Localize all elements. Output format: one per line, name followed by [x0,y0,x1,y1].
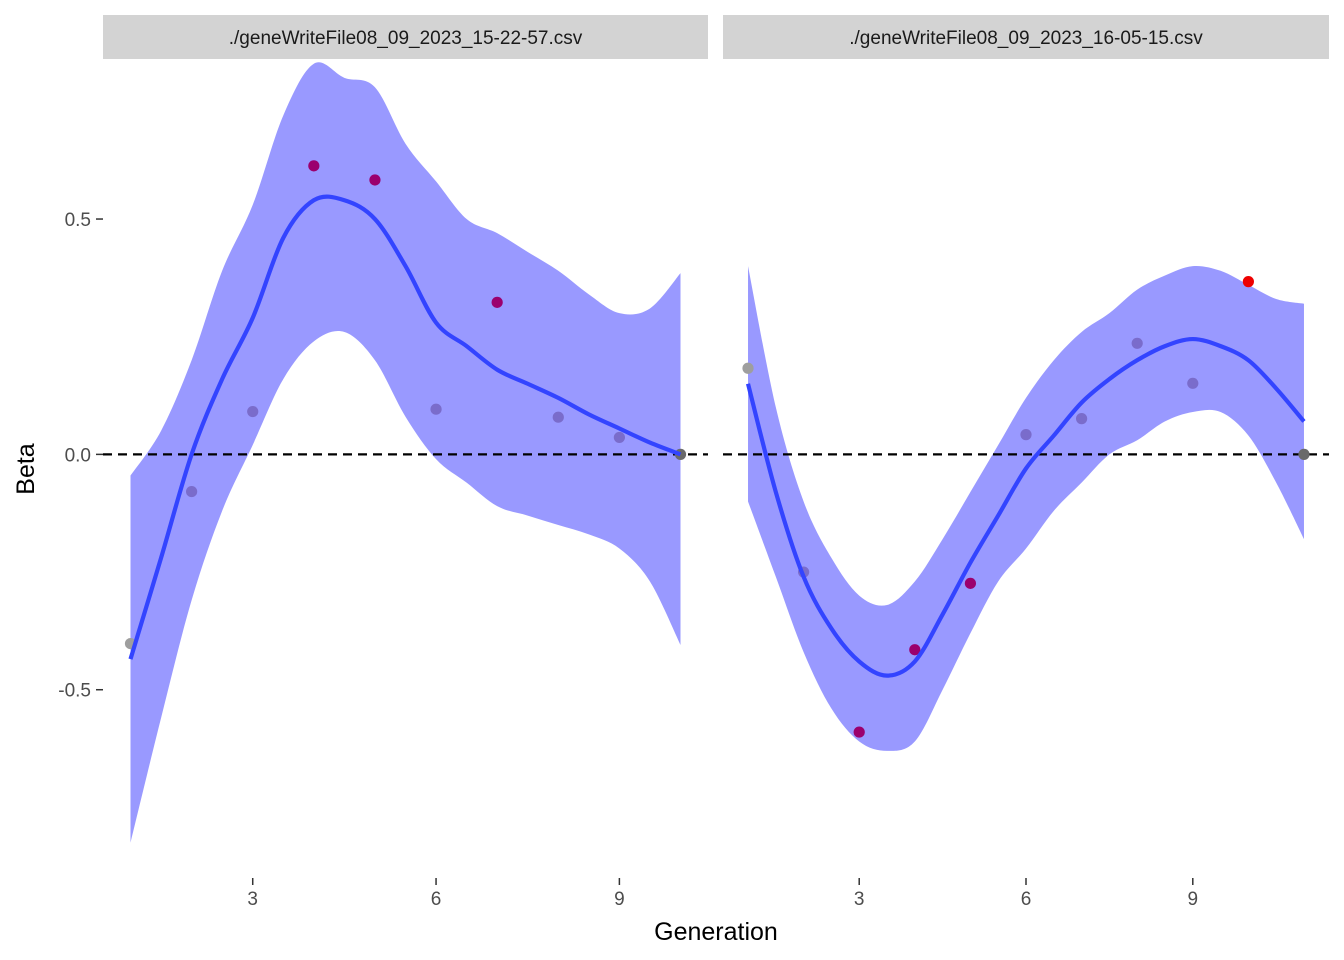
facet-panel: ./geneWriteFile08_09_2023_15-22-57.csv 3 6… [103,15,708,910]
facets: ./geneWriteFile08_09_2023_15-22-57.csv 3 6… [103,15,1329,910]
y-tick-label: -0.5 [58,681,91,702]
data-point [909,644,921,656]
x-tick-label: 9 [1187,889,1198,910]
data-point [1298,448,1310,460]
facet-panel: ./geneWriteFile08_09_2023_16-05-15.csv 3 6… [723,15,1329,910]
data-point [1020,429,1032,441]
data-point [1187,377,1199,389]
data-point [964,577,977,589]
data-point [742,362,754,374]
x-axis-title: Generation [654,918,778,946]
x-tick-label: 3 [854,889,865,910]
data-point [491,296,503,308]
facet-strip [723,15,1329,59]
y-axis: -0.5 0.0 0.5 [58,210,103,702]
confidence-ribbon [748,265,1304,751]
facet-strip-title: ./geneWriteFile08_09_2023_16-05-15.csv [849,28,1203,49]
x-tick-label: 6 [1021,889,1032,910]
smooth-line [128,194,682,660]
facet-strip-title: ./geneWriteFile08_09_2023_15-22-57.csv [229,28,583,49]
data-point [1075,413,1088,425]
data-point [430,403,442,415]
data-point [853,726,865,738]
y-tick-label: 0.5 [65,210,91,231]
smooth-line [745,336,1306,678]
facet-strip [103,15,708,59]
data-point [1242,276,1254,288]
data-point [308,160,320,172]
data-point [613,431,625,444]
x-tick-label: 3 [247,889,258,910]
y-tick-label: 0.0 [65,445,91,466]
data-point [1131,337,1143,349]
x-tick-label: 9 [614,889,625,910]
data-point [247,405,259,418]
data-point [369,174,381,186]
y-axis-title: Beta [12,443,40,495]
data-point [186,485,198,498]
confidence-ribbon [130,62,681,843]
data-point [552,411,564,423]
x-tick-label: 6 [431,889,442,910]
